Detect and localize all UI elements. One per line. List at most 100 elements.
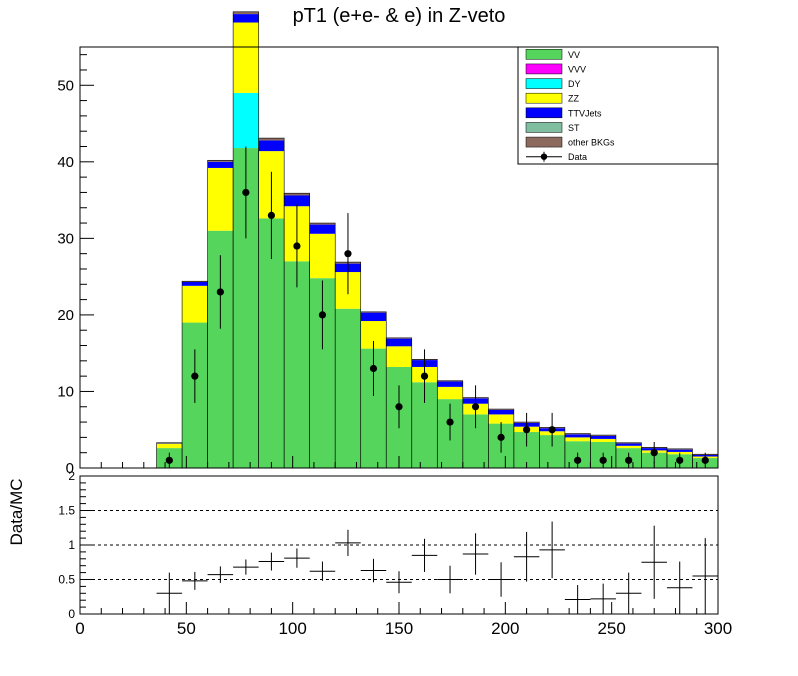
data-point bbox=[267, 211, 275, 219]
stack-bar-ttvjets bbox=[590, 435, 616, 439]
stack-bar-ttvjets bbox=[258, 140, 285, 152]
data-point bbox=[293, 242, 301, 250]
data-point bbox=[242, 188, 250, 197]
stack-bar-other-bkgs bbox=[233, 11, 259, 15]
legend-swatch bbox=[525, 78, 563, 89]
stack-bar-other-bkgs bbox=[615, 442, 642, 444]
ratio-y-tick-label: 1.5 bbox=[58, 504, 75, 518]
stack-bar-ttvjets bbox=[615, 443, 642, 446]
legend-label: other BKGs bbox=[568, 138, 615, 148]
data-points bbox=[165, 146, 709, 468]
stack-bar-vv bbox=[258, 218, 285, 468]
data-point bbox=[676, 456, 684, 464]
stack-bar-zz bbox=[309, 233, 336, 279]
x-tick-label: 150 bbox=[385, 619, 413, 638]
data-point bbox=[523, 426, 531, 434]
data-point bbox=[548, 426, 556, 434]
stack-bar-zz bbox=[233, 22, 259, 93]
legend-label: Data bbox=[568, 152, 587, 162]
main-x-axis-ticks bbox=[79, 456, 719, 468]
ratio-y-axis-label: Data/MC bbox=[7, 478, 26, 545]
stack-bar-ttvjets bbox=[284, 195, 310, 207]
data-point bbox=[344, 250, 352, 258]
data-point bbox=[369, 364, 378, 373]
legend-label: VV bbox=[568, 50, 580, 60]
chart-title: pT1 (e+e- & e) in Z-veto bbox=[293, 5, 506, 27]
data-point bbox=[650, 449, 658, 457]
ratio-points bbox=[156, 521, 718, 614]
data-point bbox=[318, 311, 327, 319]
ratio-y-tick-label: 1 bbox=[68, 538, 75, 552]
main-y-axis: 0 10 20 30 40 50 bbox=[57, 54, 94, 477]
stack-bar-vv bbox=[335, 308, 361, 468]
legend-swatch bbox=[525, 49, 563, 60]
stack-bar-zz bbox=[182, 285, 208, 323]
ratio-y-axis: 0 0.5 1 1.5 2 bbox=[58, 469, 92, 621]
stack-bar-other-bkgs bbox=[666, 448, 693, 450]
data-point bbox=[599, 456, 607, 464]
stack-bar-other-bkgs bbox=[488, 409, 514, 410]
stack-bar-zz bbox=[615, 445, 642, 449]
stack-bar-ttvjets bbox=[156, 442, 183, 444]
data-point bbox=[191, 372, 199, 380]
stack-bar-zz bbox=[207, 167, 234, 231]
data-point bbox=[395, 403, 403, 411]
stack-bar-other-bkgs bbox=[386, 337, 412, 339]
stack-bar-zz bbox=[437, 386, 463, 400]
stack-bar-zz bbox=[488, 414, 514, 424]
stack-bar-ttvjets bbox=[437, 381, 463, 387]
data-point bbox=[574, 456, 582, 464]
legend-swatch bbox=[525, 63, 563, 75]
ratio-y-tick-label: 2 bbox=[68, 469, 75, 483]
stack-bar-vv bbox=[284, 261, 310, 468]
ratio-x-axis: 0 50 100 150 200 250 300 bbox=[75, 602, 732, 638]
x-tick-label: 100 bbox=[278, 619, 306, 638]
stack-bar-other-bkgs bbox=[258, 138, 285, 141]
legend-label: ST bbox=[568, 123, 580, 133]
main-histogram-pad: 0 10 20 30 40 50 bbox=[57, 11, 719, 477]
data-point bbox=[625, 456, 633, 464]
y-tick-label: 40 bbox=[57, 154, 74, 171]
stack-bar-ttvjets bbox=[309, 224, 336, 234]
x-tick-label: 200 bbox=[491, 619, 519, 638]
ratio-pad: 0 0.5 1 1.5 2 0 50 100 150 200 250 300 Data/MC bbox=[7, 469, 732, 638]
legend-data-marker bbox=[540, 153, 548, 160]
ratio-y-tick-label: 0 bbox=[68, 607, 75, 621]
stack-bar-ttvjets bbox=[233, 14, 259, 23]
stack-bar-ttvjets bbox=[666, 449, 693, 452]
data-point bbox=[497, 433, 505, 441]
legend-swatch bbox=[525, 122, 563, 133]
stack-bar-zz bbox=[156, 443, 183, 449]
stack-bar-dy bbox=[233, 92, 259, 149]
y-tick-label: 20 bbox=[57, 307, 74, 324]
stack-bar-zz bbox=[564, 437, 591, 442]
legend-label: ZZ bbox=[568, 94, 579, 104]
stack-bar-zz bbox=[386, 346, 412, 367]
legend-swatch bbox=[525, 107, 563, 119]
stack-bar-other-bkgs bbox=[564, 433, 591, 435]
x-tick-label: 300 bbox=[704, 619, 732, 638]
ratio-reference-lines bbox=[80, 510, 718, 580]
stack-bar-ttvjets bbox=[360, 312, 387, 322]
stack-bar-ttvjets bbox=[386, 338, 412, 347]
x-tick-label: 0 bbox=[75, 619, 84, 638]
stack-bar-other-bkgs bbox=[309, 223, 336, 225]
data-point bbox=[216, 288, 224, 296]
stack-bar-ttvjets bbox=[488, 409, 514, 415]
legend-label: TTVJets bbox=[568, 108, 602, 118]
ratio-y-tick-label: 0.5 bbox=[58, 573, 75, 587]
legend-swatch bbox=[525, 136, 563, 148]
y-tick-label: 50 bbox=[57, 77, 74, 94]
data-point bbox=[165, 456, 173, 464]
x-tick-label: 250 bbox=[597, 619, 625, 638]
stack-bar-ttvjets bbox=[564, 434, 591, 438]
legend-label: VVV bbox=[568, 64, 586, 74]
stack-bar-other-bkgs bbox=[182, 281, 208, 282]
stack-bar-other-bkgs bbox=[207, 160, 234, 162]
stack-bar-other-bkgs bbox=[437, 380, 463, 382]
data-point bbox=[420, 372, 429, 380]
data-point bbox=[701, 456, 709, 464]
stack-bar-other-bkgs bbox=[284, 193, 310, 196]
